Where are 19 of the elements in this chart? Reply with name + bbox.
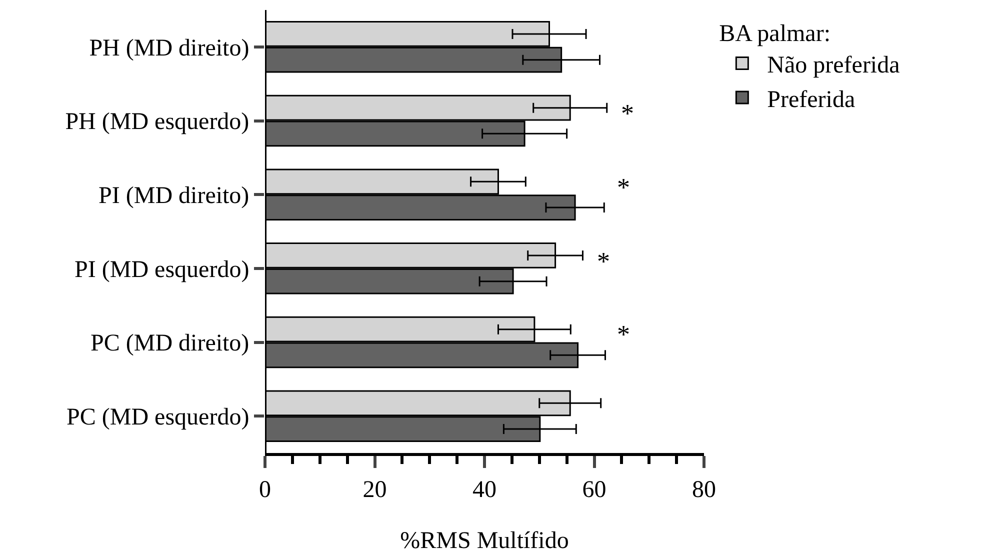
annotation: * [597, 247, 610, 276]
annotation: * [621, 99, 634, 128]
y-tick-label: PC (MD direito) [90, 330, 250, 357]
x-tick-label: 0 [259, 476, 271, 503]
x-axis-title: %RMS Multífido [400, 528, 569, 554]
annotation: * [617, 173, 630, 202]
legend-label: Preferida [767, 86, 856, 113]
y-tick-label: PI (MD direito) [98, 182, 250, 209]
y-tick-label: PI (MD esquerdo) [74, 256, 250, 283]
legend-label: Não preferida [767, 52, 900, 79]
x-tick-label: 20 [362, 476, 387, 503]
y-tick-label: PH (MD esquerdo) [65, 109, 250, 136]
x-tick-label: 80 [692, 476, 716, 503]
x-tick-label: 60 [582, 476, 606, 503]
legend-title: BA palmar: [719, 21, 830, 48]
y-tick-label: PH (MD direito) [89, 35, 250, 62]
annotation: * [617, 320, 630, 349]
y-tick-label: PC (MD esquerdo) [66, 404, 250, 430]
x-tick-label: 40 [472, 476, 496, 503]
